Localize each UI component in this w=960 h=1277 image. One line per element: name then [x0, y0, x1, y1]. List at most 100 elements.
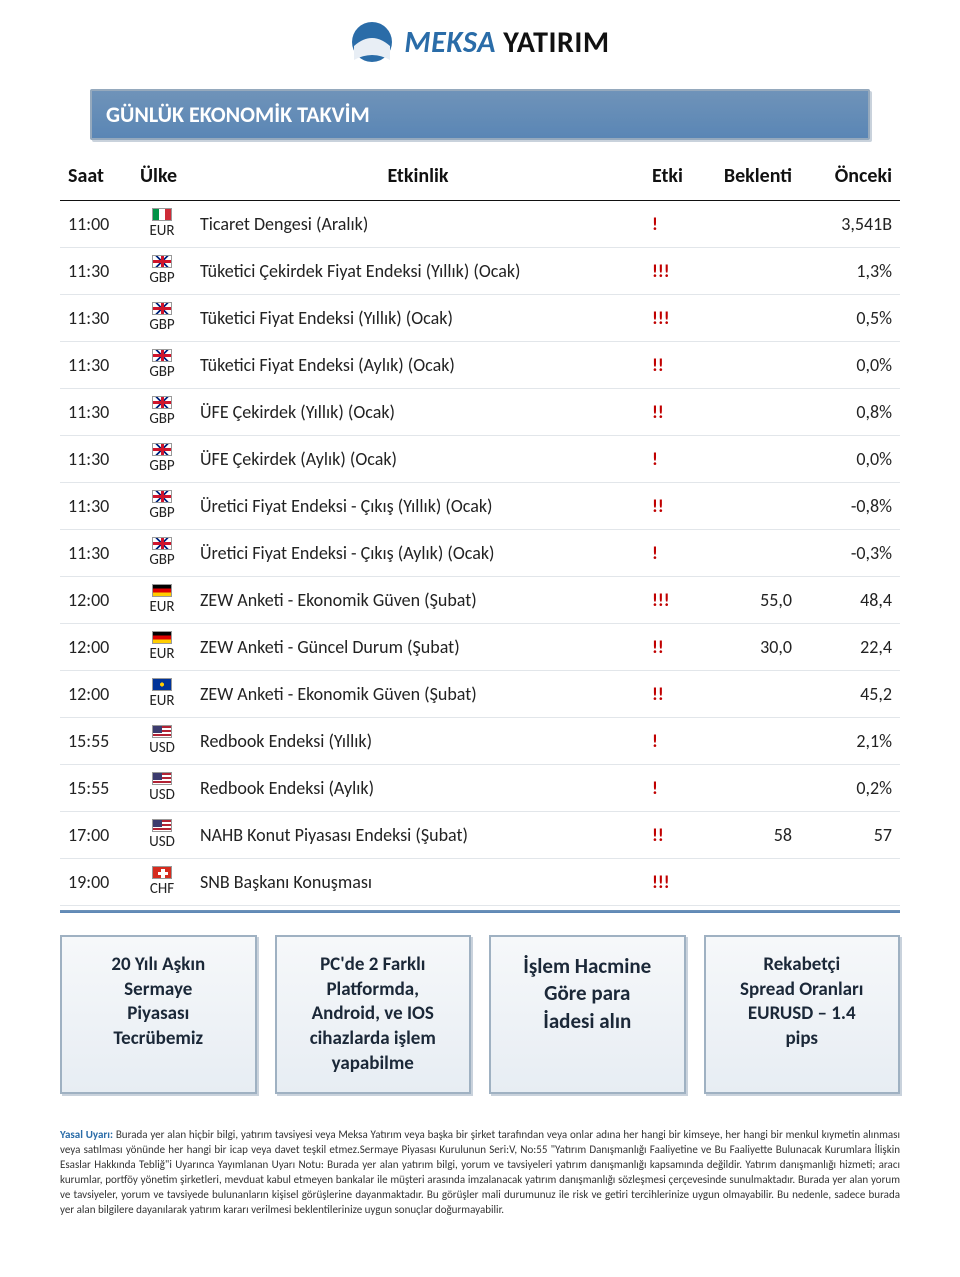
table-row: 11:00EURTicaret Dengesi (Aralık)!3,541B [60, 201, 900, 248]
cell-time: 11:30 [60, 483, 132, 530]
cell-previous: 2,1% [800, 718, 900, 765]
cell-impact: ! [644, 530, 700, 577]
feature-line: Göre para [499, 980, 676, 1007]
table-row: 11:30GBPTüketici Fiyat Endeksi (Yıllık) … [60, 295, 900, 342]
cell-currency: EUR [132, 201, 192, 248]
feature-line: İadesi alın [499, 1008, 676, 1035]
page-title: GÜNLÜK EKONOMİK TAKVİM [90, 89, 870, 140]
cell-event: Üretici Fiyat Endeksi - Çıkış (Aylık) (O… [192, 530, 644, 577]
cell-currency: USD [132, 765, 192, 812]
cell-previous: 48,4 [800, 577, 900, 624]
cell-time: 11:30 [60, 342, 132, 389]
feature-line: Piyasası [70, 1002, 247, 1027]
cell-event: Tüketici Fiyat Endeksi (Yıllık) (Ocak) [192, 295, 644, 342]
table-row: 11:30GBPTüketici Çekirdek Fiyat Endeksi … [60, 248, 900, 295]
globe-icon [350, 20, 394, 64]
cell-time: 19:00 [60, 859, 132, 906]
col-event: Etkinlik [192, 158, 644, 201]
cell-impact: ! [644, 718, 700, 765]
cell-forecast [700, 295, 800, 342]
logo: MEKSA YATIRIM [350, 20, 609, 64]
cell-previous: -0,3% [800, 530, 900, 577]
cell-impact: !!! [644, 859, 700, 906]
cell-currency: GBP [132, 295, 192, 342]
cell-time: 11:30 [60, 436, 132, 483]
feature-box: 20 Yılı AşkınSermayePiyasasıTecrübemiz [60, 935, 257, 1094]
cell-impact: !! [644, 812, 700, 859]
table-row: 11:30GBPÜretici Fiyat Endeksi - Çıkış (A… [60, 530, 900, 577]
table-row: 17:00USDNAHB Konut Piyasası Endeksi (Şub… [60, 812, 900, 859]
cell-event: Üretici Fiyat Endeksi - Çıkış (Yıllık) (… [192, 483, 644, 530]
table-row: 11:30GBPÜretici Fiyat Endeksi - Çıkış (Y… [60, 483, 900, 530]
cell-currency: GBP [132, 530, 192, 577]
cell-currency: GBP [132, 248, 192, 295]
cell-time: 17:00 [60, 812, 132, 859]
col-time: Saat [60, 158, 132, 201]
cell-forecast: 58 [700, 812, 800, 859]
cell-impact: ! [644, 765, 700, 812]
cell-forecast [700, 765, 800, 812]
calendar-table: Saat Ülke Etkinlik Etki Beklenti Önceki … [60, 158, 900, 906]
cell-currency: GBP [132, 342, 192, 389]
feature-box: İşlem HacmineGöre paraİadesi alın [489, 935, 686, 1094]
table-row: 11:30GBPTüketici Fiyat Endeksi (Aylık) (… [60, 342, 900, 389]
feature-line: 20 Yılı Aşkın [70, 953, 247, 978]
cell-currency: EUR [132, 671, 192, 718]
cell-forecast [700, 530, 800, 577]
flag-icon [152, 631, 172, 644]
cell-impact: !!! [644, 295, 700, 342]
feature-line: Rekabetçi [714, 953, 891, 978]
cell-forecast [700, 342, 800, 389]
cell-currency: USD [132, 718, 192, 765]
cell-impact: !! [644, 342, 700, 389]
flag-icon [152, 302, 172, 315]
table-row: 15:55USDRedbook Endeksi (Yıllık)!2,1% [60, 718, 900, 765]
cell-previous: 0,8% [800, 389, 900, 436]
cell-event: Tüketici Çekirdek Fiyat Endeksi (Yıllık)… [192, 248, 644, 295]
table-row: 11:30GBPÜFE Çekirdek (Aylık) (Ocak)!0,0% [60, 436, 900, 483]
cell-time: 12:00 [60, 624, 132, 671]
col-forecast: Beklenti [700, 158, 800, 201]
flag-icon [152, 396, 172, 409]
feature-line: Android, ve IOS [285, 1002, 462, 1027]
cell-event: NAHB Konut Piyasası Endeksi (Şubat) [192, 812, 644, 859]
cell-currency: GBP [132, 389, 192, 436]
cell-event: Tüketici Fiyat Endeksi (Aylık) (Ocak) [192, 342, 644, 389]
feature-line: yapabilme [285, 1052, 462, 1077]
feature-line: cihazlarda işlem [285, 1027, 462, 1052]
flag-icon [152, 772, 172, 785]
feature-row: 20 Yılı AşkınSermayePiyasasıTecrübemiz PC… [60, 935, 900, 1094]
feature-line: Platformda, [285, 978, 462, 1003]
cell-event: ÜFE Çekirdek (Yıllık) (Ocak) [192, 389, 644, 436]
cell-previous: -0,8% [800, 483, 900, 530]
feature-box: RekabetçiSpread OranlarıEURUSD – 1.4pips [704, 935, 901, 1094]
cell-event: Redbook Endeksi (Aylık) [192, 765, 644, 812]
cell-previous: 0,2% [800, 765, 900, 812]
cell-time: 12:00 [60, 671, 132, 718]
feature-line: PC'de 2 Farklı [285, 953, 462, 978]
cell-forecast [700, 859, 800, 906]
cell-impact: !! [644, 671, 700, 718]
table-body: 11:00EURTicaret Dengesi (Aralık)!3,541B1… [60, 201, 900, 906]
cell-time: 12:00 [60, 577, 132, 624]
flag-icon [152, 443, 172, 456]
cell-previous: 22,4 [800, 624, 900, 671]
cell-previous: 0,0% [800, 342, 900, 389]
cell-forecast [700, 389, 800, 436]
col-impact: Etki [644, 158, 700, 201]
cell-event: ZEW Anketi - Güncel Durum (Şubat) [192, 624, 644, 671]
cell-time: 11:30 [60, 248, 132, 295]
table-divider [60, 910, 900, 913]
cell-currency: USD [132, 812, 192, 859]
cell-previous: 1,3% [800, 248, 900, 295]
cell-time: 15:55 [60, 765, 132, 812]
flag-icon [152, 537, 172, 550]
table-row: 12:00EURZEW Anketi - Ekonomik Güven (Şub… [60, 577, 900, 624]
cell-time: 15:55 [60, 718, 132, 765]
flag-icon [152, 678, 172, 691]
feature-line: pips [714, 1027, 891, 1052]
cell-event: ZEW Anketi - Ekonomik Güven (Şubat) [192, 577, 644, 624]
flag-icon [152, 584, 172, 597]
feature-line: Sermaye [70, 978, 247, 1003]
cell-forecast [700, 436, 800, 483]
